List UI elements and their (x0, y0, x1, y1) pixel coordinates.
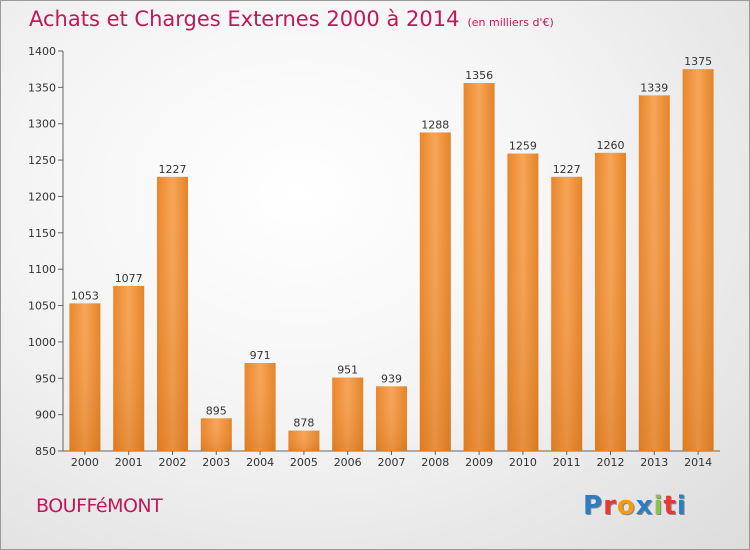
logo-letter: i (676, 491, 687, 521)
y-tick-label: 850 (35, 445, 56, 458)
logo-letter: i (653, 491, 664, 521)
proxiti-logo: Proxiti (583, 491, 687, 521)
bar-shade (638, 95, 670, 451)
data-label: 878 (293, 417, 314, 430)
bar-shade (376, 386, 407, 451)
data-label: 1356 (465, 69, 493, 82)
y-tick-label: 1200 (28, 190, 56, 203)
value-labels: 1053 1077 1227 895 971 878 951 939 1288 1356 1259 1… (71, 55, 712, 429)
town-name: BOUFFéMONT (36, 495, 163, 517)
data-label: 895 (206, 404, 227, 417)
data-label: 1227 (159, 163, 187, 176)
x-tick-label: 2002 (159, 456, 187, 469)
bar-shade (419, 132, 451, 452)
x-tick-label: 2013 (640, 456, 668, 469)
x-tick-label: 2004 (246, 456, 274, 469)
bar-shade (507, 153, 539, 451)
x-tick-label: 2008 (421, 456, 449, 469)
data-label: 971 (250, 349, 271, 362)
bar-shade (113, 285, 145, 451)
y-tick-label: 1350 (28, 81, 56, 94)
data-label: 939 (381, 372, 402, 385)
data-label: 1260 (597, 139, 625, 152)
y-tick-label: 1050 (28, 300, 56, 313)
bar-shade (332, 377, 364, 451)
y-tick-label: 1000 (28, 336, 56, 349)
bar-shade (157, 176, 188, 451)
logo-letter: t (663, 491, 677, 521)
data-label: 1259 (509, 140, 537, 153)
x-tick-label: 2007 (378, 456, 406, 469)
x-tick-label: 2006 (334, 456, 362, 469)
x-tick-label: 2000 (71, 456, 99, 469)
y-tick-label: 1300 (28, 118, 56, 131)
bar-shade (595, 152, 626, 451)
bar-shade (69, 303, 101, 451)
logo-letter: x (635, 491, 654, 521)
x-tick-label: 2001 (115, 456, 143, 469)
bar-shade (682, 69, 714, 451)
chart-title: Achats et Charges Externes 2000 à 2014 (e… (29, 7, 554, 31)
x-tick-label: 2009 (465, 456, 493, 469)
y-tick-label: 1100 (28, 263, 56, 276)
bar-shade (200, 418, 232, 451)
x-tick-label: 2010 (509, 456, 537, 469)
bar-shade (288, 430, 320, 451)
y-tick-label: 950 (35, 372, 56, 385)
logo-letter: o (616, 491, 636, 521)
x-tick-label: 2014 (684, 456, 712, 469)
bar-shade (463, 83, 495, 451)
data-label: 1339 (640, 81, 668, 94)
axes: 850 900 950 1000 1050 1100 1150 1200 1250 1300 135… (28, 45, 720, 469)
chart-title-text: Achats et Charges Externes 2000 à 2014 (29, 7, 460, 31)
x-tick-label: 2012 (597, 456, 625, 469)
y-tick-label: 900 (35, 409, 56, 422)
data-label: 1375 (684, 55, 712, 68)
logo-letter: P (583, 491, 604, 521)
data-label: 1053 (71, 289, 99, 302)
bar-shade (551, 176, 583, 451)
x-tick-label: 2005 (290, 456, 318, 469)
data-label: 951 (337, 364, 358, 377)
data-label: 1227 (553, 163, 581, 176)
data-label: 1288 (421, 118, 449, 131)
logo-letter: r (603, 491, 617, 521)
bars (69, 69, 714, 452)
y-tick-label: 1250 (28, 154, 56, 167)
chart-subtitle: (en milliers d'€) (467, 16, 554, 29)
x-tick-label: 2003 (202, 456, 230, 469)
y-tick-label: 1150 (28, 227, 56, 240)
x-tick-label: 2011 (553, 456, 581, 469)
y-tick-label: 1400 (28, 45, 56, 58)
data-label: 1077 (115, 272, 143, 285)
bar-shade (244, 363, 276, 451)
